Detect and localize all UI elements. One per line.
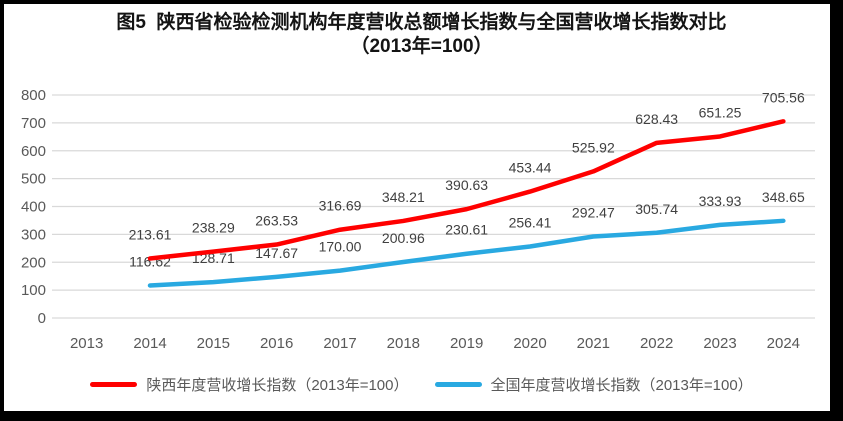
legend-label-shaanxi: 陕西年度营收增长指数（2013年=100） — [146, 377, 409, 394]
data-label: 170.00 — [319, 239, 362, 255]
x-tick-label: 2020 — [513, 335, 546, 352]
legend-label-national: 全国年度营收增长指数（2013年=100） — [490, 377, 753, 394]
series-line-0 — [147, 119, 786, 261]
y-tick-label: 800 — [21, 87, 46, 104]
legend-item-shaanxi: 陕西年度营收增长指数（2013年=100） — [90, 374, 409, 395]
data-label: 453.44 — [509, 160, 552, 176]
data-label: 348.65 — [762, 189, 805, 205]
y-tick-label: 100 — [21, 282, 46, 299]
data-label: 390.63 — [445, 177, 488, 193]
chart-title: 图5 陕西省检验检测机构年度营收总额增长指数与全国营收增长指数对比 （2013年… — [0, 11, 843, 59]
y-tick-label: 400 — [21, 199, 46, 216]
data-label: 147.67 — [255, 245, 298, 261]
y-tick-label: 600 — [21, 143, 46, 160]
legend-swatch-national-line — [434, 382, 482, 387]
legend: 陕西年度营收增长指数（2013年=100） 全国年度营收增长指数（2013年=1… — [0, 374, 843, 395]
data-label: 628.43 — [635, 111, 678, 127]
chart-title-line2: （2013年=100） — [350, 36, 493, 57]
data-label: 305.74 — [635, 201, 678, 217]
chart-title-line1: 图5 陕西省检验检测机构年度营收总额增长指数与全国营收增长指数对比 — [116, 12, 727, 33]
data-label: 705.56 — [762, 89, 805, 105]
series-line-1 — [147, 218, 786, 288]
y-tick-label: 300 — [21, 226, 46, 243]
x-tick-label: 2014 — [133, 335, 166, 352]
legend-swatch-shaanxi-line — [90, 382, 138, 387]
data-label: 213.61 — [129, 226, 172, 242]
data-label: 263.53 — [255, 213, 298, 229]
x-tick-label: 2024 — [767, 335, 800, 352]
x-tick-label: 2018 — [387, 335, 420, 352]
data-label: 200.96 — [382, 230, 425, 246]
y-tick-label: 200 — [21, 254, 46, 271]
x-tick-label: 2021 — [577, 335, 610, 352]
data-label: 256.41 — [509, 215, 552, 231]
x-tick-label: 2017 — [323, 335, 356, 352]
y-tick-label: 500 — [21, 171, 46, 188]
legend-item-national: 全国年度营收增长指数（2013年=100） — [434, 374, 753, 395]
data-label: 525.92 — [572, 139, 615, 155]
data-label: 238.29 — [192, 220, 235, 236]
data-label: 348.21 — [382, 189, 425, 205]
data-label: 230.61 — [445, 222, 488, 238]
x-tick-label: 2015 — [197, 335, 230, 352]
y-tick-label: 0 — [38, 310, 46, 327]
y-tick-label: 700 — [21, 115, 46, 132]
x-tick-label: 2023 — [703, 335, 736, 352]
data-label: 292.47 — [572, 204, 615, 220]
x-tick-label: 2016 — [260, 335, 293, 352]
x-tick-label: 2013 — [70, 335, 103, 352]
data-label: 333.93 — [699, 193, 742, 209]
x-tick-label: 2022 — [640, 335, 673, 352]
data-label: 651.25 — [699, 104, 742, 120]
data-label: 316.69 — [319, 198, 362, 214]
x-tick-label: 2019 — [450, 335, 483, 352]
